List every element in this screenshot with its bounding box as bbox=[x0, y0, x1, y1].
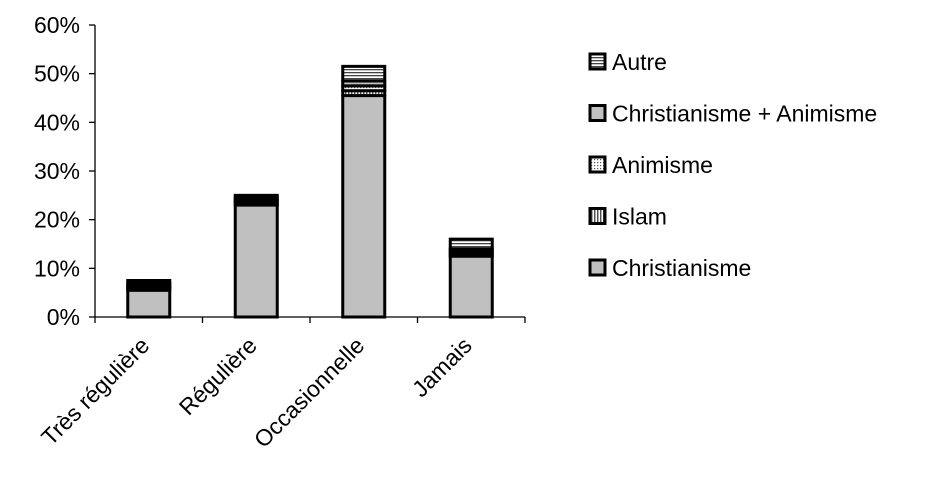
bar-tres-reguliere-christianisme bbox=[126, 288, 172, 319]
y-tick-label: 10% bbox=[34, 255, 80, 281]
legend-label-christianisme: Christianisme bbox=[612, 255, 751, 281]
bars bbox=[126, 64, 494, 319]
axes: 0% 10% 20% 30% 40% 50% 60% Très régulière Réguli… bbox=[34, 12, 526, 453]
legend: Autre Christianisme + Animisme Animisme Isl… bbox=[588, 49, 877, 281]
legend-swatch-autre bbox=[588, 52, 607, 71]
bar-occasionnelle-christianisme bbox=[341, 94, 387, 319]
bar-occasionnelle-autre bbox=[341, 64, 387, 83]
legend-label-christianisme-animisme: Christianisme + Animisme bbox=[612, 101, 877, 127]
legend-label-animisme: Animisme bbox=[612, 152, 713, 178]
legend-swatch-christianisme bbox=[588, 258, 607, 277]
y-tick-label: 40% bbox=[34, 109, 80, 135]
bar-tres-reguliere-autre bbox=[126, 279, 172, 285]
x-tick-label-reguliere: Régulière bbox=[174, 332, 262, 420]
bar-jamais-christianisme bbox=[448, 254, 494, 319]
x-tick-label-jamais: Jamais bbox=[407, 332, 477, 402]
x-tick-label-occasionnelle: Occasionnelle bbox=[249, 332, 370, 453]
bar-jamais-autre bbox=[448, 237, 494, 251]
bar-reguliere-autre bbox=[233, 193, 279, 200]
y-tick-label: 20% bbox=[34, 207, 80, 233]
legend-swatch-islam bbox=[588, 207, 607, 225]
y-tick-label: 60% bbox=[34, 12, 80, 38]
legend-label-islam: Islam bbox=[612, 204, 667, 230]
legend-swatch-animisme bbox=[588, 155, 607, 174]
y-tick-label: 50% bbox=[34, 61, 80, 87]
y-tick-label: 0% bbox=[47, 304, 80, 330]
bar-reguliere-christianisme bbox=[233, 203, 279, 319]
legend-swatch-christianisme-animisme bbox=[588, 104, 607, 122]
x-tick-label-tres-reguliere: Très régulière bbox=[36, 332, 154, 450]
legend-label-autre: Autre bbox=[612, 49, 667, 75]
y-tick-label: 30% bbox=[34, 158, 80, 184]
